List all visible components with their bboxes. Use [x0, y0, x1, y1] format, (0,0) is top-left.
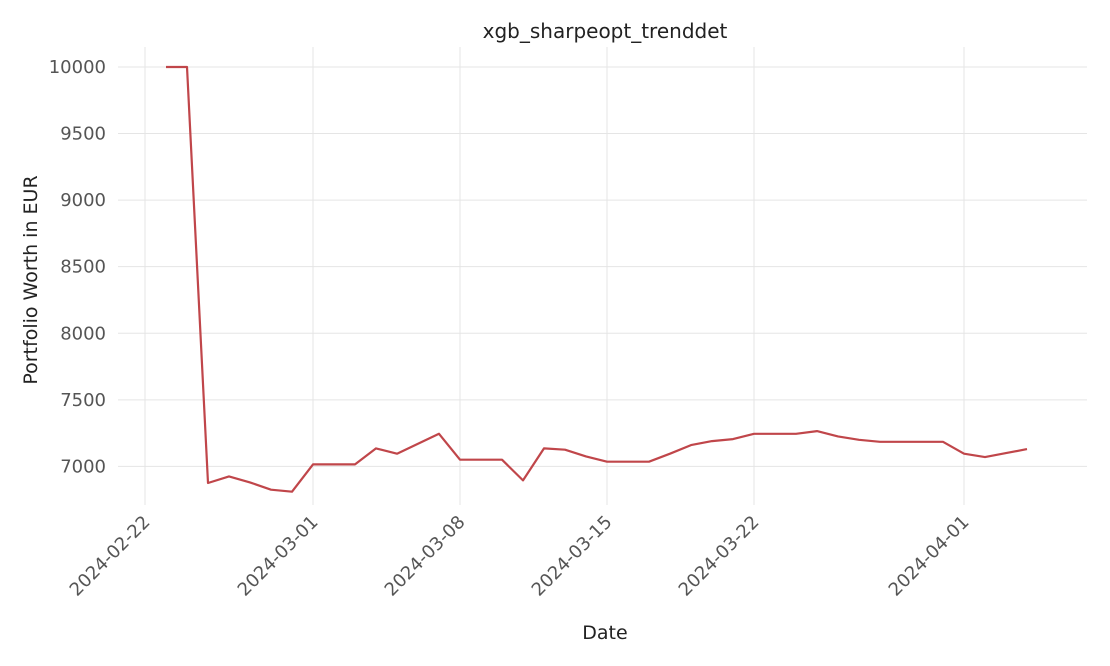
y-tick-label: 7000: [60, 456, 106, 477]
x-tick-labels: 2024-02-22 2024-03-01 2024-03-08 2024-03-15…: [66, 512, 974, 601]
x-tick-label: 2024-03-22: [675, 512, 764, 601]
x-tick-label: 2024-04-01: [885, 512, 974, 601]
y-tick-label: 10000: [49, 57, 106, 78]
x-tick-label: 2024-03-15: [528, 512, 617, 601]
x-axis-title: Date: [582, 622, 627, 644]
x-tick-label: 2024-03-01: [234, 512, 323, 601]
portfolio-worth-line: [166, 65, 1028, 493]
x-tick-label: 2024-02-22: [66, 512, 155, 601]
y-tick-label: 8500: [60, 257, 106, 278]
y-gridlines: [118, 66, 1087, 467]
x-gridlines: [144, 47, 965, 505]
y-tick-label: 8000: [60, 323, 106, 344]
x-tick-label: 2024-03-08: [381, 512, 470, 601]
chart-title: xgb_sharpeopt_trenddet: [483, 19, 728, 43]
y-tick-label: 7500: [60, 390, 106, 411]
y-tick-label: 9500: [60, 124, 106, 145]
y-tick-label: 9000: [60, 190, 106, 211]
y-tick-labels: 7000 7500 8000 8500 9000 9500 10000: [49, 57, 106, 477]
y-axis-title: Portfolio Worth in EUR: [20, 175, 42, 384]
